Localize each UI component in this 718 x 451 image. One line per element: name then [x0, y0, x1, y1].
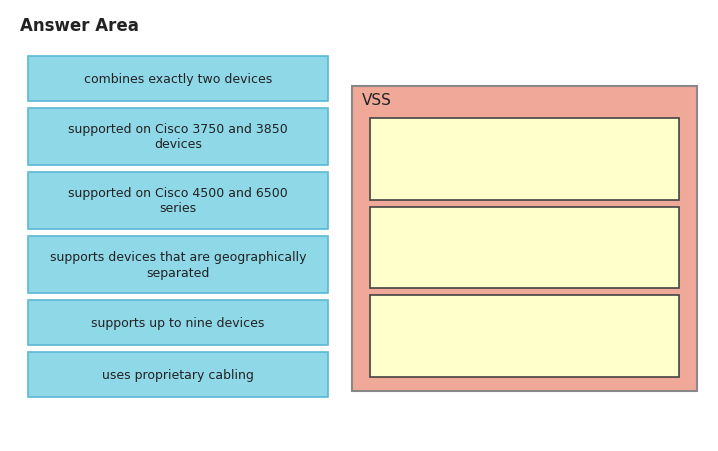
Text: VSS: VSS [362, 93, 392, 108]
Text: supported on Cisco 4500 and 6500
series: supported on Cisco 4500 and 6500 series [68, 187, 288, 215]
FancyBboxPatch shape [352, 87, 697, 391]
Text: Answer Area: Answer Area [20, 17, 139, 35]
FancyBboxPatch shape [28, 300, 328, 345]
FancyBboxPatch shape [28, 57, 328, 102]
FancyBboxPatch shape [370, 296, 679, 377]
FancyBboxPatch shape [28, 236, 328, 293]
FancyBboxPatch shape [28, 352, 328, 397]
Text: uses proprietary cabling: uses proprietary cabling [102, 368, 254, 381]
Text: combines exactly two devices: combines exactly two devices [84, 73, 272, 86]
Text: supports devices that are geographically
separated: supports devices that are geographically… [50, 251, 307, 279]
FancyBboxPatch shape [28, 109, 328, 166]
Text: supports up to nine devices: supports up to nine devices [91, 316, 265, 329]
FancyBboxPatch shape [28, 173, 328, 230]
Text: supported on Cisco 3750 and 3850
devices: supported on Cisco 3750 and 3850 devices [68, 123, 288, 151]
FancyBboxPatch shape [370, 207, 679, 289]
FancyBboxPatch shape [370, 119, 679, 200]
